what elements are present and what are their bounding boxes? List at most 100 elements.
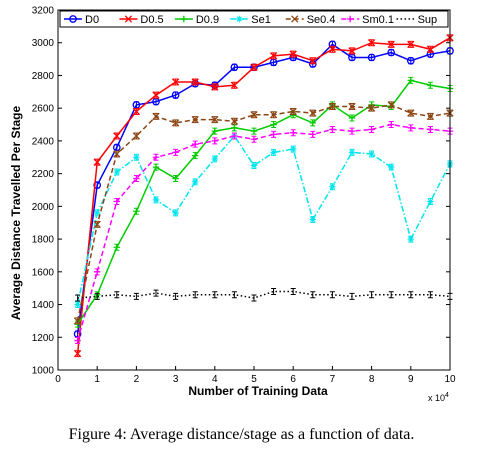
data-point — [69, 15, 77, 23]
x-tick-label: 0 — [55, 374, 61, 385]
error-bar — [251, 294, 257, 302]
data-point — [346, 15, 354, 23]
data-point — [367, 104, 376, 112]
data-point — [211, 155, 218, 163]
data-point — [113, 150, 121, 158]
data-point — [407, 40, 415, 49]
data-point — [180, 15, 188, 23]
legend-entry-d0-5: D0.5 — [119, 14, 164, 26]
error-bar — [212, 291, 218, 299]
data-point — [211, 83, 219, 91]
data-point — [407, 235, 414, 243]
series-line — [76, 104, 451, 322]
x-tick-label: 9 — [408, 374, 414, 385]
data-point — [93, 158, 101, 166]
series-d0 — [73, 40, 454, 338]
data-point — [230, 117, 239, 125]
data-point — [152, 163, 160, 171]
series-line — [76, 134, 451, 305]
data-point — [269, 52, 278, 60]
legend-entry-d0-9: D0.9 — [174, 14, 219, 26]
data-point — [329, 126, 336, 133]
legend-label: Sup — [418, 14, 438, 26]
legend-label: Se1 — [251, 14, 271, 26]
y-tick-label: 2200 — [32, 169, 55, 180]
data-point — [250, 63, 258, 71]
x-tick-label: 7 — [330, 374, 336, 385]
data-point — [132, 107, 141, 116]
error-bar — [192, 291, 198, 299]
x-tick-label: 2 — [134, 374, 140, 385]
data-point — [290, 129, 297, 136]
data-point — [367, 53, 376, 62]
x-axis-label: Number of Training Data — [188, 384, 328, 398]
error-bar — [329, 291, 335, 299]
data-point — [93, 220, 101, 229]
data-point — [152, 112, 160, 121]
data-point — [171, 91, 180, 99]
data-point — [192, 152, 199, 159]
y-axis-label: Average Distance Travelled Per Stage — [9, 106, 23, 321]
data-point — [407, 77, 414, 84]
data-point — [348, 149, 356, 156]
data-point — [113, 168, 120, 176]
series-line — [76, 37, 451, 354]
series-line — [76, 79, 451, 325]
x-tick-label: 8 — [369, 374, 375, 385]
data-point — [328, 102, 337, 111]
y-tick-label: 1400 — [32, 300, 55, 311]
legend-entry-sup: Sup — [396, 14, 438, 26]
error-bar — [388, 291, 394, 299]
data-point — [329, 183, 336, 190]
data-point — [407, 109, 415, 117]
y-tick-label: 2600 — [32, 104, 55, 115]
series-sm0-1 — [74, 121, 454, 345]
error-bar — [271, 287, 277, 295]
legend-label: D0.9 — [196, 14, 219, 26]
legend-label: Sm0.1 — [362, 14, 394, 26]
data-point — [368, 126, 375, 133]
error-bar — [310, 291, 316, 299]
data-point — [192, 140, 199, 148]
data-point — [236, 15, 243, 23]
data-point — [211, 137, 218, 145]
series-line — [77, 290, 451, 299]
data-point — [289, 50, 297, 58]
data-point — [73, 349, 82, 358]
data-point — [171, 119, 180, 127]
error-bar — [114, 291, 120, 299]
legend-entry-d0: D0 — [64, 14, 99, 26]
data-point — [291, 15, 299, 23]
data-point — [406, 56, 415, 65]
x-multiplier-label: x 104 — [428, 392, 449, 403]
data-point — [348, 127, 356, 135]
error-bar — [408, 291, 414, 299]
y-tick-label: 3200 — [32, 6, 55, 17]
error-bar — [231, 291, 237, 299]
data-point — [387, 101, 395, 109]
data-point — [270, 131, 277, 138]
data-point — [427, 198, 434, 205]
data-point — [231, 132, 238, 140]
x-tick-label: 6 — [290, 374, 296, 385]
y-tick-label: 1200 — [32, 333, 55, 344]
y-tick-label: 1600 — [32, 267, 55, 278]
legend-box — [59, 10, 449, 28]
data-point — [309, 119, 316, 127]
data-point — [113, 198, 120, 205]
data-point — [172, 175, 179, 182]
y-tick-label: 1000 — [32, 366, 55, 377]
data-point — [113, 244, 120, 251]
series-sup — [75, 287, 453, 302]
x-tick-label: 5 — [251, 374, 257, 385]
series-line — [76, 123, 451, 341]
data-point — [309, 57, 317, 65]
x-tick-label: 3 — [173, 374, 179, 385]
data-point — [74, 301, 81, 308]
y-tick-label: 2000 — [32, 202, 55, 213]
data-point — [94, 209, 101, 217]
data-point — [73, 317, 82, 325]
data-point — [152, 154, 160, 161]
data-point — [290, 145, 297, 153]
error-bar — [153, 289, 159, 297]
